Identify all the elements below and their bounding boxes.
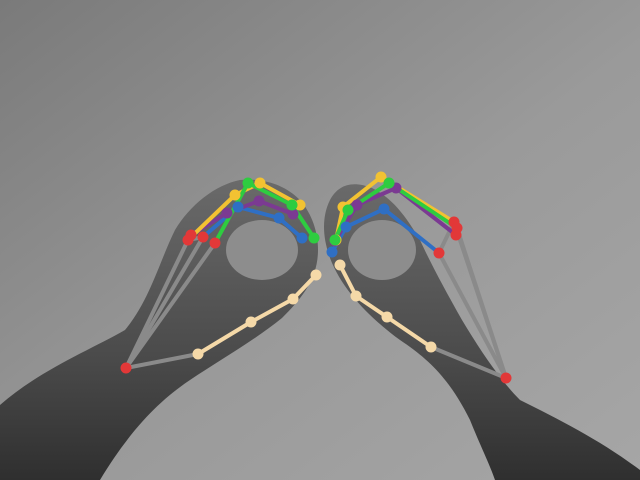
left-hand-ring-joint: [294, 199, 306, 211]
left-hand-ring-joint: [254, 177, 266, 189]
right-hand-pinky-joint: [329, 234, 341, 246]
left-hand-ring-joint: [229, 189, 241, 201]
right-hand-thumb-bone: [354, 294, 389, 319]
right-hand-ring-joint: [375, 171, 387, 183]
left-hand-pinky-bone: [246, 181, 294, 207]
right-hand-thumb-joint: [350, 290, 362, 302]
right-hand-palm-bone: [455, 226, 508, 380]
left-hand-palm-bone: [124, 352, 200, 370]
left-hand-thumb-joint: [245, 316, 257, 328]
right-hand-palm-bone: [437, 251, 508, 380]
left-hand-middle-joint: [221, 207, 233, 219]
right-hand-palm-bone: [429, 345, 508, 380]
left-hand-palm-bone: [124, 238, 190, 370]
left-hand-pinky-joint: [242, 177, 254, 189]
left-hand-pinky-joint: [209, 237, 221, 249]
right-hand-index-bone: [382, 207, 441, 255]
left-hand-palm-bone: [124, 241, 217, 370]
left-hand-palm-bone: [124, 235, 205, 370]
right-ring-hole: [348, 220, 416, 280]
left-hand-middle-bone: [257, 199, 295, 216]
left-hand-index-bone: [236, 205, 281, 220]
left-hand-pinky-joint: [308, 232, 320, 244]
left-hand-index-joint: [296, 232, 308, 244]
right-hand-pinky-joint: [451, 222, 463, 234]
left-hand-thumb-joint: [192, 348, 204, 360]
right-hand-index-joint: [340, 221, 352, 233]
left-hand-index-joint: [197, 231, 209, 243]
right-hand-thumb-joint: [334, 259, 346, 271]
right-hand-ring-bone: [341, 175, 383, 209]
right-hand-wrist-joint: [500, 372, 512, 384]
left-hand-thumb-joint: [287, 293, 299, 305]
right-hand-pinky-joint: [342, 204, 354, 216]
left-hand-ring-joint: [182, 234, 194, 246]
right-hand-index-joint: [378, 203, 390, 215]
right-hand-index-joint: [433, 247, 445, 259]
left-hand-thumb-bone: [249, 297, 295, 324]
left-hand-wrist-joint: [120, 362, 132, 374]
right-hand-thumb-bone: [338, 263, 358, 298]
right-hand-middle-joint: [351, 199, 363, 211]
right-hand-pinky-joint: [383, 177, 395, 189]
right-hand-index-joint: [326, 246, 338, 258]
left-hand-index-joint: [232, 201, 244, 213]
left-hand-index-joint: [273, 212, 285, 224]
left-hand-pinky-joint: [286, 199, 298, 211]
hands-silhouette: [0, 179, 640, 480]
left-ring-hole: [226, 220, 298, 280]
left-hand-thumb-joint: [310, 269, 322, 281]
left-hand-thumb-bone: [291, 273, 318, 301]
left-hand-middle-joint: [253, 195, 265, 207]
right-hand-thumb-joint: [381, 311, 393, 323]
left-hand-middle-joint: [287, 208, 299, 220]
right-hand-thumb-bone: [385, 315, 433, 349]
left-hand-thumb-bone: [196, 320, 253, 356]
landmark-joints: [120, 171, 512, 384]
right-hand-palm-bone: [437, 220, 456, 255]
right-hand-index-bone: [344, 207, 386, 229]
right-hand-thumb-joint: [425, 341, 437, 353]
